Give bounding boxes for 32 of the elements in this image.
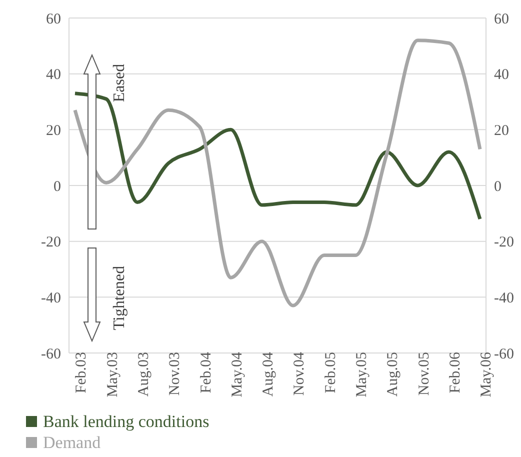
x-tick-label: Feb.03 (74, 352, 90, 394)
x-tick-label: Nov.04 (292, 352, 308, 396)
y-tick-label: -40 (494, 290, 514, 306)
x-tick-label: Nov.03 (167, 352, 184, 396)
y2-tick-label: 20 (46, 122, 61, 139)
x-tick-label: Aug.04 (260, 352, 277, 397)
annotation: Tightened (111, 266, 128, 330)
y2-tick-label: -20 (41, 234, 61, 251)
legend-label: Bank lending conditions (43, 412, 210, 432)
y-tick-label: -60 (494, 346, 514, 362)
x-tick-label: Feb.05 (322, 352, 339, 394)
y2-tick-label: 0 (54, 178, 61, 195)
legend-label: Demand (43, 432, 101, 452)
y2-tick-label: 60 (46, 11, 61, 28)
x-tick-label: May.03 (104, 352, 121, 398)
y-tick-label: 60 (494, 11, 509, 28)
y-tick-label: -20 (494, 234, 514, 251)
x-tick-label: Aug.03 (136, 352, 152, 397)
x-tick-label: May.06 (478, 352, 495, 398)
y-tick-label: 0 (494, 178, 502, 195)
x-tick-label: May.04 (229, 352, 246, 398)
x-tick-label: Feb.04 (198, 352, 214, 394)
x-tick-label: Feb.06 (447, 352, 464, 394)
x-tick-label: Aug.05 (385, 352, 402, 397)
x-tick-label: Nov.05 (416, 352, 432, 396)
y-tick-label: 40 (494, 67, 509, 84)
y2-tick-label: -40 (41, 290, 61, 306)
x-tick-label: May.05 (354, 352, 370, 398)
annotation: Eased (111, 64, 128, 102)
y2-tick-label: -60 (41, 346, 61, 362)
y2-tick-label: 40 (46, 67, 61, 84)
y-tick-label: 20 (494, 122, 509, 139)
